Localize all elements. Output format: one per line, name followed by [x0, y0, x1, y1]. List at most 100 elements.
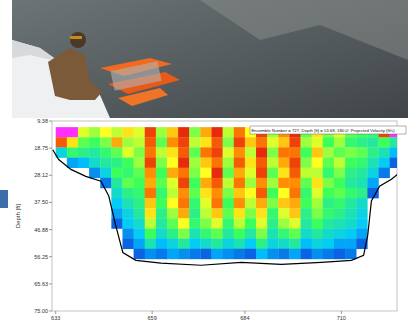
velocity-cell	[156, 158, 167, 168]
y-tick-label: 46.88	[34, 227, 48, 233]
velocity-cell	[323, 188, 334, 198]
velocity-cell	[189, 137, 200, 147]
y-tick	[49, 229, 52, 230]
velocity-cell	[111, 178, 122, 188]
velocity-cell	[122, 158, 133, 168]
velocity-cell	[267, 137, 278, 147]
velocity-cell	[156, 198, 167, 208]
velocity-cell	[200, 137, 211, 147]
velocity-cell	[212, 188, 223, 198]
velocity-cell	[212, 228, 223, 238]
velocity-cell	[234, 239, 245, 249]
velocity-cell	[167, 208, 178, 218]
velocity-cell	[100, 168, 111, 178]
velocity-cell	[134, 208, 145, 218]
velocity-cell	[223, 218, 234, 228]
velocity-cell	[334, 208, 345, 218]
velocity-cell	[167, 158, 178, 168]
velocity-cell	[189, 198, 200, 208]
velocity-cell	[200, 178, 211, 188]
velocity-cell	[78, 137, 89, 147]
velocity-cell	[390, 147, 397, 157]
velocity-cell	[323, 178, 334, 188]
velocity-cell	[89, 158, 100, 168]
velocity-cell	[278, 147, 289, 157]
velocity-cell	[312, 147, 323, 157]
velocity-cell	[167, 188, 178, 198]
y-tick	[49, 311, 52, 312]
velocity-cell	[178, 158, 189, 168]
velocity-cell	[134, 228, 145, 238]
velocity-cell	[256, 249, 267, 259]
velocity-cell	[334, 137, 345, 147]
velocity-cell	[356, 178, 367, 188]
velocity-cell	[289, 239, 300, 249]
velocity-cell	[390, 137, 397, 147]
velocity-cell	[278, 198, 289, 208]
velocity-cell	[334, 147, 345, 157]
velocity-cell	[178, 239, 189, 249]
velocity-cell	[178, 137, 189, 147]
velocity-cell	[278, 188, 289, 198]
velocity-cell	[312, 178, 323, 188]
velocity-cell	[267, 228, 278, 238]
velocity-cell	[334, 239, 345, 249]
photo	[12, 0, 408, 118]
side-marker	[0, 190, 8, 208]
velocity-cell	[278, 178, 289, 188]
velocity-cell	[167, 218, 178, 228]
y-tick	[49, 175, 52, 176]
velocity-cell	[200, 158, 211, 168]
velocity-cell	[367, 147, 378, 157]
velocity-cell	[345, 249, 356, 259]
velocity-cell	[323, 208, 334, 218]
velocity-cell	[345, 218, 356, 228]
trees-reflection	[200, 0, 408, 60]
velocity-cell	[334, 168, 345, 178]
plot-frame	[52, 121, 397, 311]
bed-profile	[53, 150, 397, 266]
velocity-cell	[301, 249, 312, 259]
boat-frame	[110, 61, 161, 91]
velocity-cell	[267, 218, 278, 228]
x-tick	[152, 311, 153, 314]
velocity-cell	[289, 218, 300, 228]
velocity-cell	[134, 218, 145, 228]
velocity-cell	[223, 239, 234, 249]
velocity-cell	[312, 137, 323, 147]
velocity-cell	[345, 198, 356, 208]
velocity-cell	[234, 188, 245, 198]
velocity-cell	[189, 208, 200, 218]
velocity-cell	[312, 198, 323, 208]
velocity-cell	[145, 147, 156, 157]
velocity-cell	[223, 188, 234, 198]
velocity-cell	[223, 249, 234, 259]
velocity-cell	[301, 228, 312, 238]
velocity-cell	[178, 168, 189, 178]
velocity-cell	[345, 168, 356, 178]
velocity-cell	[111, 198, 122, 208]
velocity-cell	[67, 137, 78, 147]
velocity-cell	[267, 168, 278, 178]
velocity-cell	[245, 188, 256, 198]
y-tick	[49, 202, 52, 203]
velocity-cell	[301, 147, 312, 157]
velocity-cell	[256, 188, 267, 198]
velocity-cell	[212, 208, 223, 218]
velocity-cell	[156, 168, 167, 178]
velocity-cell	[134, 249, 145, 259]
person-collar	[70, 36, 82, 39]
velocity-cell	[200, 218, 211, 228]
velocity-cell	[189, 228, 200, 238]
y-tick-label: 9.38	[37, 118, 48, 124]
velocity-cell	[289, 178, 300, 188]
velocity-cell	[345, 147, 356, 157]
velocity-cell	[100, 147, 111, 157]
velocity-cell	[122, 198, 133, 208]
velocity-cell	[356, 168, 367, 178]
x-tick-label: 633	[51, 315, 60, 321]
velocity-cell	[78, 147, 89, 157]
velocity-cell	[134, 127, 145, 137]
velocity-cell	[200, 239, 211, 249]
y-tick-label: 28.12	[34, 172, 48, 178]
